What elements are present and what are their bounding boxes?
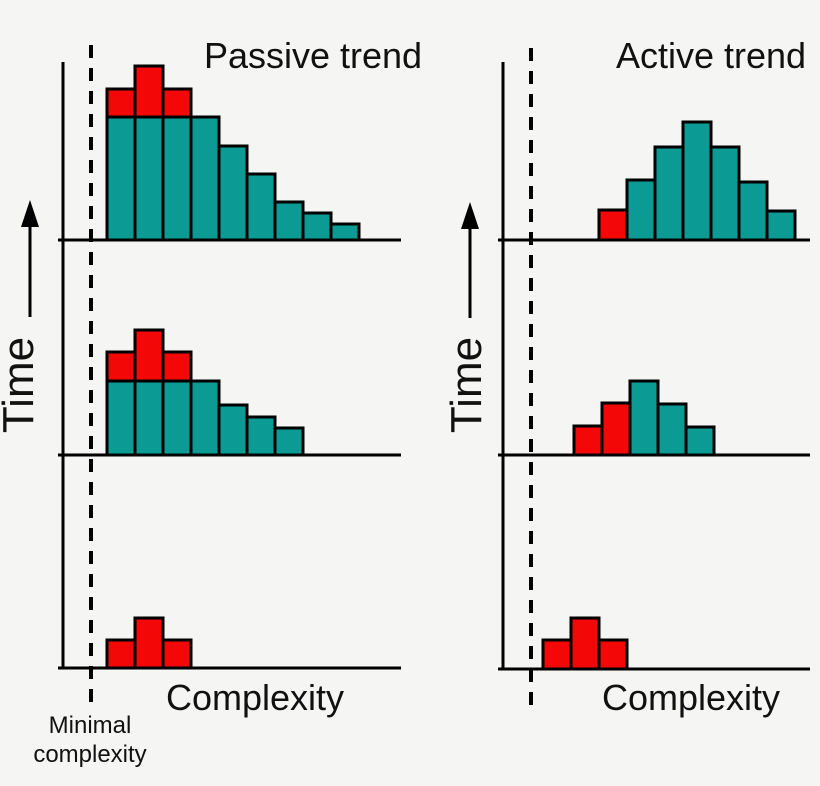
active-row0-bar2-teal — [653, 145, 685, 242]
passive-row1-bar0-red — [105, 350, 137, 383]
passive-row0-bar6-teal — [273, 200, 305, 242]
passive-row1-bar1-teal — [133, 379, 165, 457]
passive-row2-bar2-red — [161, 638, 193, 670]
minimal-complexity-line1: Minimal — [49, 712, 132, 739]
active-ylabel-time: Time — [442, 337, 491, 433]
passive-plot-area — [58, 45, 401, 706]
active-time-arrow-icon — [461, 202, 479, 318]
active-row1-bar2-teal — [628, 379, 660, 457]
active-plot-area — [498, 48, 810, 706]
passive-time-arrow-icon — [21, 200, 39, 317]
passive-panel: Passive trend Time Complexity — [0, 35, 422, 718]
passive-row1-bar4-teal — [217, 403, 249, 457]
passive-row1-bar6-teal — [273, 426, 305, 457]
passive-row2-bar1-red — [133, 616, 165, 670]
active-row2-bar1-red — [569, 616, 601, 671]
active-row1-bar1-red — [600, 401, 632, 457]
passive-row0-bar1-teal — [133, 115, 165, 242]
passive-row0-bar7-teal — [301, 211, 333, 242]
active-row0-bar5-teal — [737, 180, 769, 242]
active-row0-bar6-teal — [765, 209, 797, 242]
passive-row1-bar1-red — [133, 328, 165, 383]
passive-xlabel-complexity: Complexity — [166, 677, 344, 718]
passive-row1-bar2-red — [161, 350, 193, 383]
passive-ylabel-time: Time — [0, 337, 43, 433]
active-row1-bar3-teal — [656, 402, 688, 457]
active-row0-bar4-teal — [709, 145, 741, 242]
active-row0-bar0-red — [597, 208, 629, 242]
passive-row1-bar3-teal — [189, 379, 221, 457]
active-row1-bar4-teal — [684, 425, 716, 457]
minimal-complexity-line2: complexity — [33, 741, 146, 768]
active-row0-bar3-teal — [681, 120, 713, 242]
passive-row0-bar4-teal — [217, 144, 249, 242]
active-title: Active trend — [616, 35, 806, 76]
passive-title: Passive trend — [204, 35, 422, 76]
passive-row0-bar8-teal — [329, 222, 361, 242]
active-row1-bar0-red — [572, 424, 604, 457]
minimal-complexity-label: Minimal complexity — [33, 712, 146, 768]
active-row2-bar2-red — [597, 638, 629, 671]
passive-row0-bar2-teal — [161, 115, 193, 242]
passive-row1-bar5-teal — [245, 415, 277, 457]
passive-row0-bar3-teal — [189, 115, 221, 242]
active-row2-bar0-red — [541, 638, 573, 671]
passive-row0-bar2-red — [161, 87, 193, 119]
active-xlabel-complexity: Complexity — [602, 677, 780, 718]
passive-row1-bar0-teal — [105, 379, 137, 457]
passive-row2-bar0-red — [105, 638, 137, 670]
active-panel: Active trend Time Complexity — [442, 35, 810, 718]
passive-row0-bar5-teal — [245, 172, 277, 242]
active-row0-bar1-teal — [625, 178, 657, 242]
passive-row1-bar2-teal — [161, 379, 193, 457]
passive-row0-bar1-red — [133, 64, 165, 119]
passive-row0-bar0-red — [105, 87, 137, 119]
passive-row0-bar0-teal — [105, 115, 137, 242]
